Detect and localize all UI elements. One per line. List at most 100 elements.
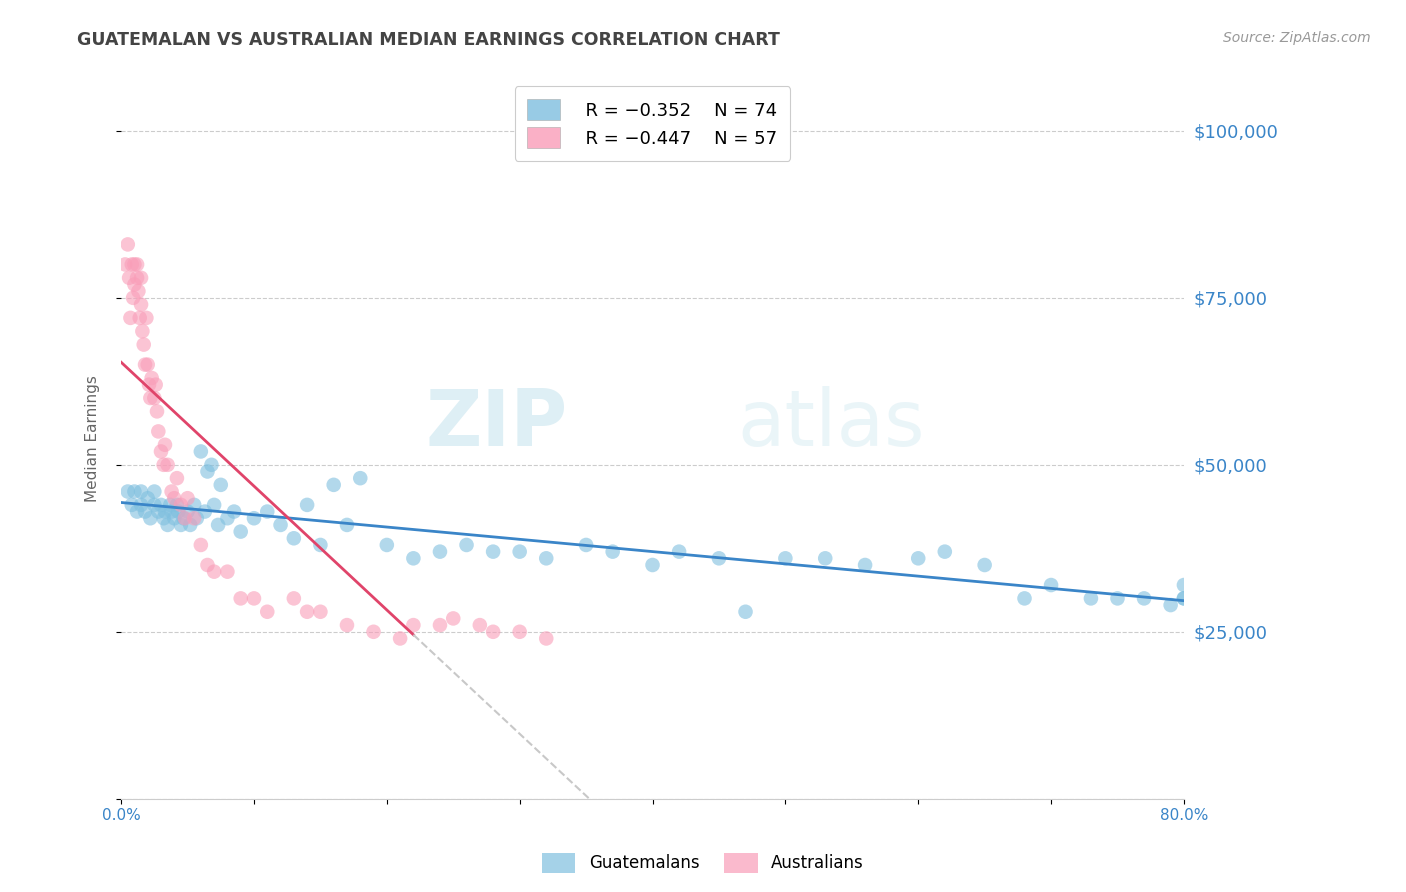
Point <box>194 505 217 519</box>
Point <box>402 618 425 632</box>
Point <box>1133 591 1156 606</box>
Point <box>641 558 664 572</box>
Point <box>124 277 146 292</box>
Point <box>668 544 690 558</box>
Point <box>124 257 146 271</box>
Point <box>159 498 181 512</box>
Point <box>128 310 150 325</box>
Point <box>934 544 956 558</box>
Point <box>143 484 166 499</box>
Point <box>217 511 239 525</box>
Point <box>121 257 143 271</box>
Point <box>295 605 318 619</box>
Point <box>166 498 188 512</box>
Point <box>125 257 148 271</box>
Point <box>1040 578 1063 592</box>
Point <box>775 551 797 566</box>
Point <box>1014 591 1036 606</box>
Point <box>170 498 193 512</box>
Point <box>136 358 159 372</box>
Point <box>907 551 929 566</box>
Point <box>121 498 143 512</box>
Point <box>129 270 152 285</box>
Point <box>120 310 142 325</box>
Legend:   R = −0.352    N = 74,   R = −0.447    N = 57: R = −0.352 N = 74, R = −0.447 N = 57 <box>515 87 790 161</box>
Point <box>536 632 558 646</box>
Point <box>170 517 193 532</box>
Point <box>125 505 148 519</box>
Legend: Guatemalans, Australians: Guatemalans, Australians <box>536 847 870 880</box>
Point <box>135 310 157 325</box>
Point <box>243 591 266 606</box>
Text: GUATEMALAN VS AUSTRALIAN MEDIAN EARNINGS CORRELATION CHART: GUATEMALAN VS AUSTRALIAN MEDIAN EARNINGS… <box>77 31 780 49</box>
Point <box>482 624 505 639</box>
Point <box>229 524 252 539</box>
Point <box>152 511 174 525</box>
Point <box>429 618 451 632</box>
Point <box>207 517 229 532</box>
Point <box>167 505 190 519</box>
Point <box>160 505 183 519</box>
Point <box>482 544 505 558</box>
Point <box>156 458 179 472</box>
Point <box>153 438 176 452</box>
Point <box>222 505 245 519</box>
Point <box>127 284 149 298</box>
Point <box>270 517 292 532</box>
Point <box>243 511 266 525</box>
Point <box>336 618 359 632</box>
Point <box>256 505 278 519</box>
Point <box>309 605 332 619</box>
Point <box>145 377 167 392</box>
Point <box>375 538 398 552</box>
Point <box>118 270 141 285</box>
Point <box>1173 591 1195 606</box>
Point <box>707 551 730 566</box>
Point <box>602 544 624 558</box>
Point <box>125 270 148 285</box>
Point <box>1173 591 1195 606</box>
Point <box>389 632 412 646</box>
Point <box>853 558 876 572</box>
Text: Source: ZipAtlas.com: Source: ZipAtlas.com <box>1223 31 1371 45</box>
Point <box>148 505 170 519</box>
Point <box>1107 591 1129 606</box>
Point <box>229 591 252 606</box>
Point <box>152 458 174 472</box>
Point <box>190 538 212 552</box>
Point <box>402 551 425 566</box>
Point <box>138 377 160 392</box>
Point <box>309 538 332 552</box>
Point <box>468 618 491 632</box>
Point <box>200 458 222 472</box>
Point <box>134 358 156 372</box>
Point <box>117 237 139 252</box>
Point <box>160 484 183 499</box>
Point <box>179 517 201 532</box>
Point <box>1160 598 1182 612</box>
Point <box>150 498 173 512</box>
Point <box>209 478 232 492</box>
Point <box>163 491 186 506</box>
Point <box>283 591 305 606</box>
Point <box>166 471 188 485</box>
Point <box>129 297 152 311</box>
Point <box>197 465 219 479</box>
Point <box>814 551 837 566</box>
Point <box>202 565 225 579</box>
Point <box>141 371 163 385</box>
Point <box>1173 578 1195 592</box>
Point <box>509 624 531 639</box>
Point <box>256 605 278 619</box>
Point <box>124 484 146 499</box>
Point <box>129 484 152 499</box>
Point <box>139 511 162 525</box>
Point <box>176 505 198 519</box>
Text: ZIP: ZIP <box>425 385 568 462</box>
Point <box>456 538 478 552</box>
Point <box>202 498 225 512</box>
Point <box>136 491 159 506</box>
Point <box>183 498 205 512</box>
Point <box>536 551 558 566</box>
Point <box>148 425 170 439</box>
